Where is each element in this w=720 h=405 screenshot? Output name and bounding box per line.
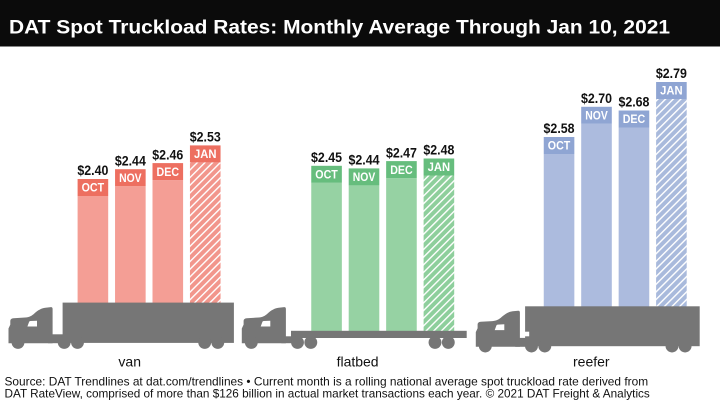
svg-text:OCT: OCT [548,139,571,153]
svg-text:NOV: NOV [353,170,376,184]
svg-text:$2.48: $2.48 [423,142,454,158]
svg-text:DAT Spot Truckload Rates: Mont: DAT Spot Truckload Rates: Monthly Averag… [9,18,670,39]
svg-text:$2.46: $2.46 [152,146,183,162]
svg-text:$2.45: $2.45 [311,149,342,165]
svg-text:$2.58: $2.58 [544,120,575,136]
svg-text:$2.68: $2.68 [618,94,649,110]
svg-text:$2.44: $2.44 [115,152,146,168]
svg-text:JAN: JAN [428,160,451,174]
svg-text:flatbed: flatbed [337,353,379,369]
svg-text:DAT RateView, comprised of mor: DAT RateView, comprised of more than $12… [5,386,650,400]
svg-text:$2.53: $2.53 [190,129,221,145]
svg-text:OCT: OCT [315,168,338,182]
svg-text:$2.47: $2.47 [386,144,417,160]
svg-text:JAN: JAN [660,84,683,98]
svg-text:van: van [118,353,141,369]
svg-text:OCT: OCT [82,181,105,195]
svg-text:$2.44: $2.44 [349,152,380,168]
svg-text:DEC: DEC [390,163,413,177]
svg-text:reefer: reefer [573,353,610,369]
svg-text:NOV: NOV [585,109,608,123]
svg-text:$2.40: $2.40 [77,162,108,178]
svg-text:DEC: DEC [623,112,646,126]
svg-text:NOV: NOV [119,171,142,185]
svg-text:$2.79: $2.79 [656,65,687,81]
svg-text:DEC: DEC [157,165,180,179]
svg-text:$2.70: $2.70 [581,90,612,106]
svg-text:Source: DAT Trendlines at dat.: Source: DAT Trendlines at dat.com/trendl… [5,374,649,388]
svg-text:JAN: JAN [194,147,217,161]
